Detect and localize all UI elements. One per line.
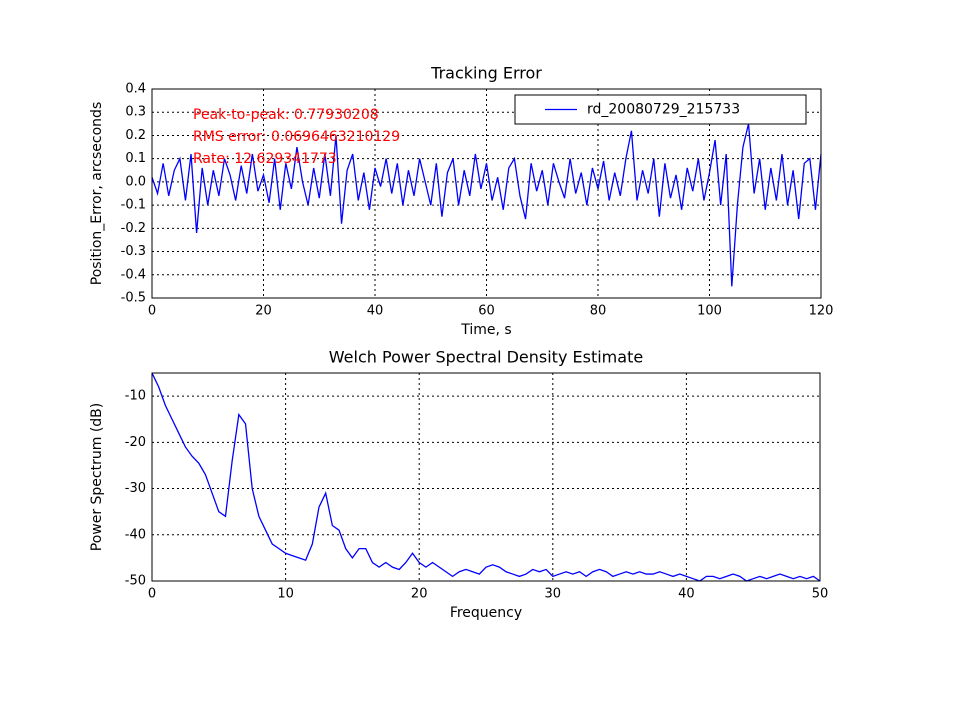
x-axis-label: Frequency [450, 605, 522, 621]
x-tick-label: 80 [590, 304, 607, 319]
chart-title: Tracking Error [430, 64, 542, 83]
annotation: Peak-to-peak: 0.77930208 [193, 107, 379, 123]
annotation: RMS error: 0.0696463210129 [193, 129, 400, 145]
y-tick-label: -0.1 [121, 198, 146, 213]
y-tick-label: 0.3 [125, 105, 146, 120]
x-tick-label: 30 [545, 587, 562, 602]
y-tick-label: -0.2 [121, 221, 146, 236]
x-tick-label: 20 [255, 304, 272, 319]
x-tick-label: 0 [148, 304, 156, 319]
y-tick-label: -0.4 [121, 267, 146, 282]
chart-title: Welch Power Spectral Density Estimate [329, 348, 643, 367]
x-tick-label: 60 [478, 304, 495, 319]
y-tick-label: -20 [125, 435, 146, 450]
plot-frame [151, 372, 821, 582]
y-tick-label: -10 [125, 389, 146, 404]
y-tick-label: -40 [125, 527, 146, 542]
x-axis-label: Time, s [460, 322, 511, 338]
x-tick-label: 0 [148, 587, 156, 602]
x-tick-label: 40 [367, 304, 384, 319]
annotation: Rate: 12.629341773 [193, 151, 337, 167]
x-tick-label: 120 [809, 304, 834, 319]
y-tick-label: -0.3 [121, 244, 146, 259]
y-tick-label: 0.1 [125, 151, 146, 166]
y-tick-label: 0.2 [125, 128, 146, 143]
y-axis-label: Position_Error, arcseconds [89, 102, 105, 285]
y-axis-label: Power Spectrum (dB) [89, 403, 105, 551]
data-line [151, 123, 822, 287]
x-tick-label: 50 [812, 587, 829, 602]
x-tick-label: 20 [411, 587, 428, 602]
y-tick-label: -30 [125, 481, 146, 496]
x-tick-label: 10 [277, 587, 294, 602]
x-tick-label: 40 [678, 587, 695, 602]
y-tick-label: 0.4 [125, 82, 146, 97]
y-tick-label: 0.0 [125, 174, 146, 189]
data-line [151, 372, 821, 582]
y-tick-label: -50 [125, 574, 146, 589]
y-tick-label: -0.5 [121, 291, 146, 306]
legend-label: rd_20080729_215733 [587, 102, 740, 118]
x-tick-label: 100 [697, 304, 722, 319]
plot-frame [151, 88, 822, 299]
